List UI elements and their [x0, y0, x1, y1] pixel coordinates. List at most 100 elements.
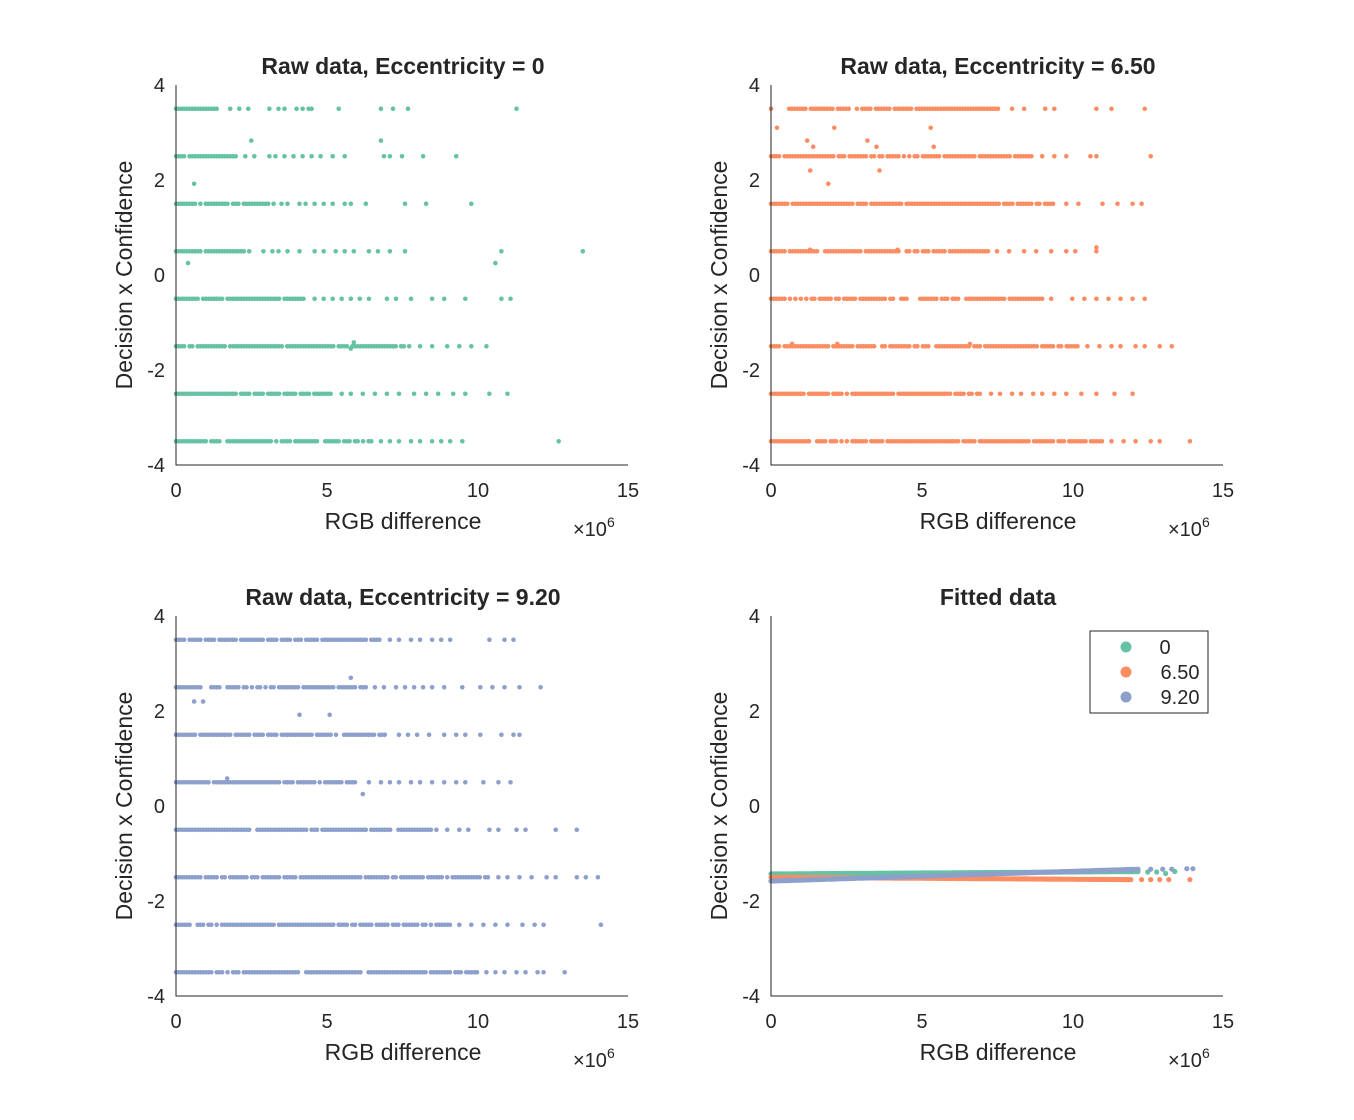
data-point: [517, 875, 522, 880]
fitted-point: [1128, 877, 1134, 883]
data-point: [801, 391, 806, 397]
data-point: [249, 685, 255, 690]
data-point: [1148, 439, 1153, 444]
data-point: [181, 637, 187, 643]
data-point: [363, 201, 369, 207]
data-point: [499, 732, 504, 738]
data-point: [271, 922, 276, 928]
data-point: [333, 732, 339, 738]
data-point: [290, 780, 295, 785]
data-point: [782, 249, 787, 254]
y-axis-label: Decision x Confidence: [706, 161, 732, 390]
data-point: [447, 970, 453, 975]
data-points: [768, 106, 1193, 444]
data-point: [211, 637, 217, 643]
data-point: [879, 154, 885, 159]
data-point: [803, 106, 808, 112]
data-point: [1094, 106, 1099, 112]
data-point: [187, 922, 192, 928]
data-point: [1169, 344, 1175, 349]
legend-marker: [1120, 641, 1132, 653]
data-point: [321, 201, 327, 207]
data-point: [312, 201, 317, 207]
data-point: [214, 875, 219, 880]
data-point: [331, 344, 336, 349]
data-point: [496, 780, 501, 785]
y-tick-label: 0: [154, 265, 165, 287]
axes-frame: [770, 85, 1223, 466]
data-point: [348, 201, 354, 207]
data-point: [358, 875, 363, 880]
y-ticks: 4 2 0 -2 -4: [147, 606, 165, 1008]
data-point: [408, 439, 414, 444]
data-point: [806, 439, 812, 444]
x-tick-label: 0: [170, 1011, 181, 1033]
data-point: [934, 296, 939, 302]
data-point: [268, 439, 274, 444]
data-point: [804, 296, 809, 302]
data-point: [402, 201, 408, 207]
data-point: [396, 637, 402, 643]
data-point: [463, 296, 468, 302]
data-point: [263, 685, 268, 690]
data-point: [274, 637, 279, 643]
data-point: [830, 106, 835, 112]
data-point: [405, 106, 411, 112]
data-point: [798, 296, 804, 302]
data-point: [297, 249, 302, 254]
data-point: [352, 922, 358, 928]
panel-title: Raw data, Eccentricity = 0: [261, 53, 544, 79]
data-point: [447, 922, 453, 928]
data-point: [1133, 439, 1138, 444]
data-point: [377, 637, 382, 643]
data-point: [198, 637, 203, 643]
x-ticks: 0 5 10 15: [765, 1011, 1234, 1033]
data-point: [469, 344, 474, 349]
data-point: [420, 875, 426, 880]
data-point: [1079, 391, 1084, 397]
data-point: [381, 154, 387, 159]
data-point: [972, 154, 977, 159]
data-point: [977, 391, 983, 397]
data-point: [317, 780, 323, 785]
data-point: [191, 181, 197, 187]
data-point: [460, 685, 465, 690]
x-tick-label: 10: [1062, 480, 1084, 502]
data-point: [854, 106, 860, 112]
data-point: [276, 249, 281, 254]
data-point: [1082, 296, 1087, 302]
data-point: [438, 637, 444, 643]
data-point: [481, 922, 486, 928]
fitted-point: [1139, 877, 1145, 883]
data-point: [411, 391, 417, 397]
data-point: [203, 439, 209, 444]
data-point: [553, 875, 558, 880]
data-point: [423, 922, 428, 928]
data-point: [233, 154, 238, 159]
data-point: [342, 201, 348, 207]
data-point: [267, 154, 272, 159]
data-point: [1130, 391, 1135, 397]
data-point: [387, 154, 393, 159]
data-point: [969, 391, 974, 397]
data-point: [1187, 439, 1193, 444]
y-axis-label: Decision x Confidence: [111, 161, 137, 390]
data-point: [1064, 201, 1069, 207]
data-point: [915, 154, 920, 159]
data-point: [224, 776, 230, 781]
data-point: [1064, 249, 1069, 254]
data-point: [387, 637, 393, 643]
data-point: [1010, 201, 1015, 207]
data-point: [417, 637, 423, 643]
data-point: [833, 439, 839, 444]
data-point: [839, 439, 844, 444]
data-point: [807, 168, 813, 173]
data-point: [477, 875, 483, 880]
data-point: [514, 106, 519, 112]
y-ticks: 4 2 0 -2 -4: [742, 75, 760, 477]
data-point: [904, 296, 909, 302]
data-point: [508, 780, 513, 785]
data-point: [1058, 344, 1064, 349]
data-point: [295, 970, 301, 975]
